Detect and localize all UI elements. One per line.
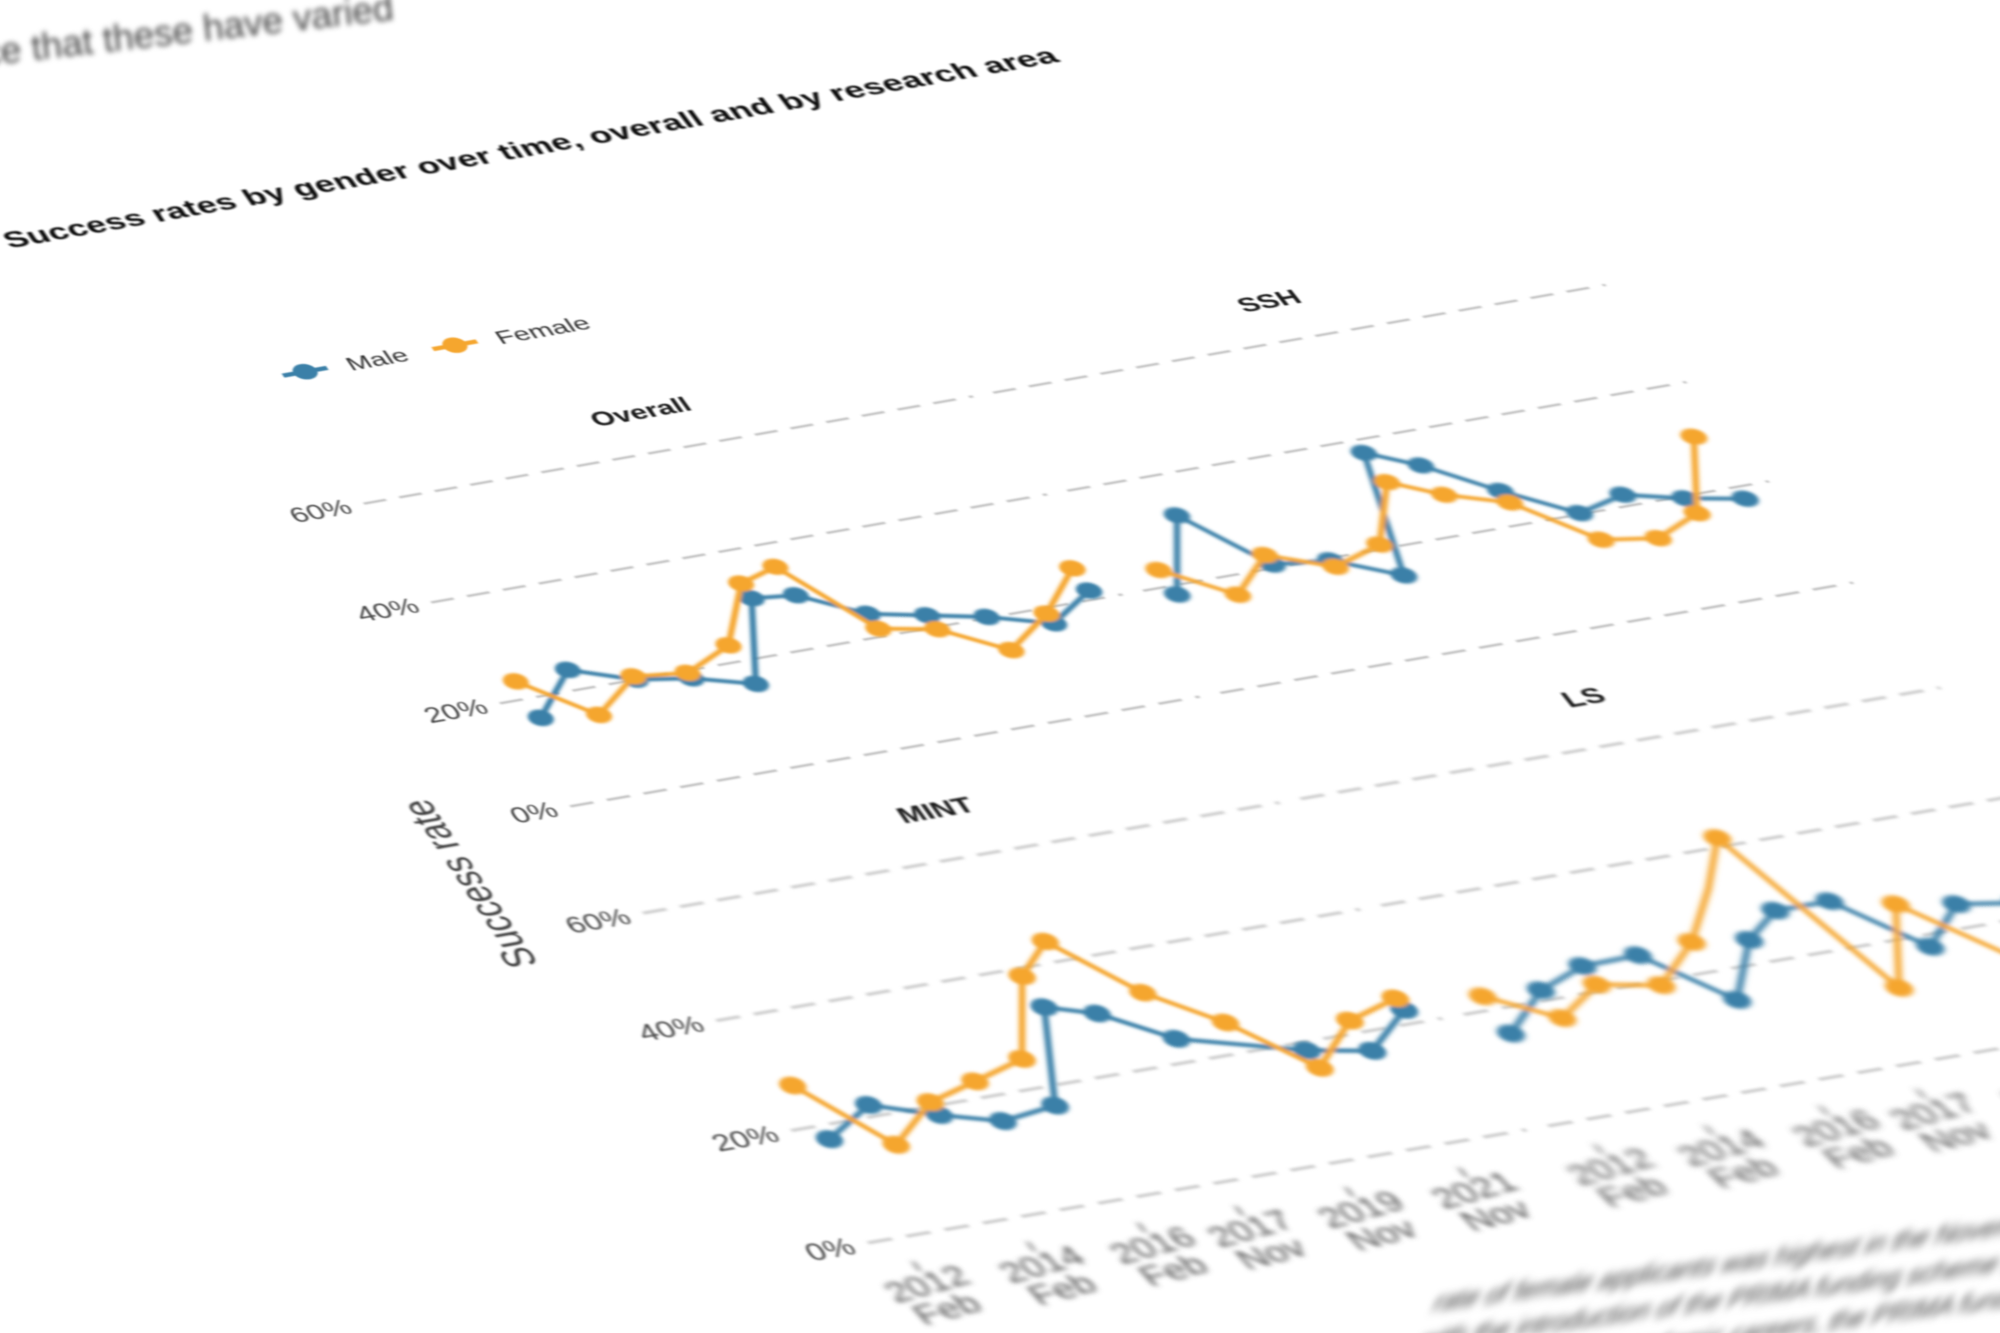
svg-text:0%: 0%: [799, 1234, 862, 1267]
svg-text:2014Feb: 2014Feb: [1670, 1124, 1798, 1198]
svg-text:20%: 20%: [706, 1122, 785, 1157]
svg-text:2021Nov: 2021Nov: [1423, 1166, 1549, 1240]
svg-text:LS: LS: [1556, 684, 1612, 713]
svg-text:Female: Female: [490, 312, 596, 348]
svg-text:60%: 60%: [285, 496, 358, 528]
svg-text:Male: Male: [341, 344, 414, 374]
svg-text:Success rates by gender over t: Success rates by gender over time, overa…: [0, 42, 1066, 253]
svg-text:2012Feb: 2012Feb: [1559, 1143, 1686, 1217]
svg-text:40%: 40%: [632, 1012, 710, 1046]
svg-text:0%: 0%: [505, 798, 564, 828]
svg-text:MINT: MINT: [892, 793, 981, 829]
svg-text:2019Nov: 2019Nov: [1994, 1068, 2000, 1142]
svg-text:Overall: Overall: [585, 394, 697, 432]
svg-text:60%: 60%: [560, 905, 637, 939]
svg-text:20%: 20%: [419, 696, 494, 729]
svg-text:2017Nov: 2017Nov: [1200, 1204, 1325, 1278]
svg-text:2014Feb: 2014Feb: [992, 1240, 1116, 1314]
svg-text:2012Feb: 2012Feb: [877, 1260, 1000, 1333]
svg-text:SSH: SSH: [1232, 286, 1308, 317]
svg-text:2019Nov: 2019Nov: [1310, 1186, 1436, 1260]
svg-text:2017Nov: 2017Nov: [1882, 1087, 2000, 1161]
svg-text:40%: 40%: [351, 595, 425, 627]
